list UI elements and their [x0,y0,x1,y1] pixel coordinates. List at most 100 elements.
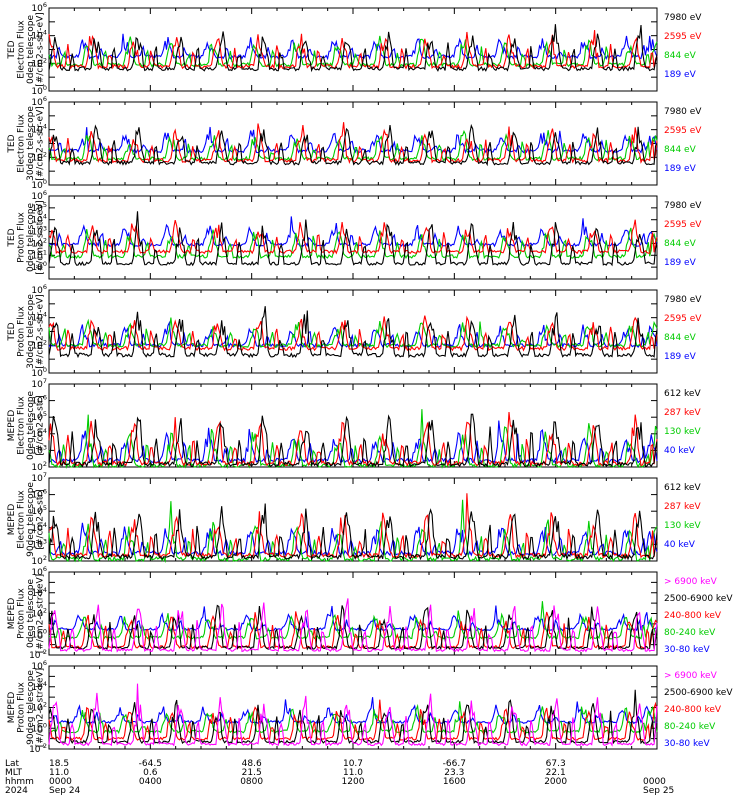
y-tick-label: 105 [31,410,47,423]
axis-row-value: Sep 25 [643,786,674,796]
legend-entry: 40 keV [664,446,696,456]
legend-entry: 844 eV [664,333,697,343]
y-label-line: TED [7,134,17,153]
y-axis-label: TED Proton Flux 0deg telescope [#/cm2-s-str… [7,200,46,275]
legend-entry: 287 keV [664,502,701,512]
legend-entry: 30-80 keV [664,645,710,655]
y-tick-label: 10-2 [29,648,47,661]
y-label-line: [#/cm2-s-str-eV] [36,106,46,181]
series-line-130-kev [48,499,658,564]
panel-frame [48,289,658,374]
y-axis-label: MEPED Proton Flux 90deg telescope [#/cm2-s-… [7,668,46,747]
y-label-line: TED [7,322,17,341]
legend-entry: 2595 eV [664,32,702,42]
legend-entry: 130 keV [664,427,701,437]
y-tick-label: 104 [31,213,47,226]
axis-row-value: 11.0 [49,768,69,778]
y-tick-label: 105 [31,201,47,214]
y-tick-label: 100 [31,260,47,273]
y-label-line: Proton Flux [17,212,27,263]
axis-row-label: hhmm [5,777,34,787]
y-tick-label: 106 [31,283,47,296]
axis-row-value: 2000 [544,777,567,787]
y-tick-label: 106 [31,189,47,202]
legend-entry: 80-240 keV [664,722,716,732]
series-line-80-240-kev [48,601,658,640]
y-label-line: 90deg telescope [26,482,36,557]
legend-entry: 844 eV [664,51,697,61]
y-tick-label: 101 [31,248,47,261]
y-tick-label: 106 [31,565,47,578]
y-label-line: [#/cm2-s-str-keV] [36,668,46,747]
axis-row-value: -64.5 [139,759,162,769]
series-line-30-80-kev [48,697,658,725]
series-line-7980-ev [48,123,658,167]
y-label-line: TED [7,228,17,247]
series-line-844-ev [48,35,658,69]
y-tick-label: 100 [31,721,47,734]
y-axis-label: TED Electron Flux 30deg telescope [#/cm2-s-… [7,106,46,181]
series-line-2595-ev [48,315,658,352]
legend-entry: 7980 eV [664,107,702,117]
axis-row-value: 48.6 [242,759,262,769]
y-tick-label: 102 [31,701,47,714]
legend-entry: 189 eV [664,164,697,174]
series-line-40-kev [48,420,658,465]
y-tick-label: 106 [31,488,47,501]
legend-entry: > 6900 keV [664,577,718,587]
legend-entry: 2500-6900 keV [664,594,733,604]
y-label-line: [#/cm2-s-str] [36,395,46,455]
y-label-line: 0deg telescope [26,15,36,85]
y-label-line: MEPED [7,692,17,724]
legend-entry: 189 eV [664,352,697,362]
y-label-line: Electron Flux [17,490,27,549]
legend-entry: 130 keV [664,521,701,531]
series-line-130-kev [48,409,658,470]
y-tick-label: 103 [31,443,47,456]
legend-entry: 40 keV [664,540,696,550]
series-line-612-kev [48,503,658,561]
legend-entry: 287 keV [664,408,701,418]
y-tick-label: 102 [31,607,47,620]
y-tick-label: 104 [31,680,47,693]
y-label-line: [#/cm2-s-str-keV] [36,574,46,653]
y-label-line: Proton Flux [17,588,27,639]
axis-row-value: 0800 [240,777,263,787]
y-label-line: TED [7,40,17,59]
legend-entry: 844 eV [664,145,697,155]
legend-entry: 2500-6900 keV [664,688,733,698]
axis-row-value: 22.1 [546,768,566,778]
y-axis-label: TED Electron Flux 0deg telescope [#/cm2-s-s… [7,12,46,87]
axis-row-value: 1600 [443,777,466,787]
y-tick-label: 102 [31,338,47,351]
legend-entry: 2595 eV [664,126,702,136]
legend-entry: 189 eV [664,70,697,80]
series-line--6900-kev [48,598,658,653]
y-label-line: MEPED [7,504,17,536]
series-line-189-ev [48,320,658,350]
y-label-line: 30deg telescope [26,294,36,369]
series-line-844-ev [48,129,658,163]
y-label-line: [#/cm2-s-str-eV] [36,294,46,369]
axis-row-value: -66.7 [443,759,466,769]
series-line-844-ev [48,317,658,349]
y-axis-label: MEPED Electron Flux 90deg telescope [#/cm2-… [7,482,46,557]
y-label-line: Proton Flux [17,682,27,733]
y-tick-label: 104 [31,586,47,599]
y-axis-label: MEPED Electron Flux 0deg telescope [#/cm2-s… [7,391,46,461]
legend-entry: 240-800 keV [664,705,722,715]
y-label-line: [#/cm2-s-str-eV] [36,200,46,275]
y-label-line: [#/cm2-s-str] [36,489,46,549]
legend-entry: 2595 eV [664,314,702,324]
y-label-line: MEPED [7,598,17,630]
axis-row-value: 10.7 [343,759,363,769]
y-tick-label: 106 [31,394,47,407]
y-tick-label: 104 [31,29,47,42]
y-axis-label: TED Proton Flux 30deg telescope [#/cm2-s-st… [7,294,46,369]
axis-row-value: 1200 [342,777,365,787]
axis-row-value: Sep 24 [49,786,81,796]
